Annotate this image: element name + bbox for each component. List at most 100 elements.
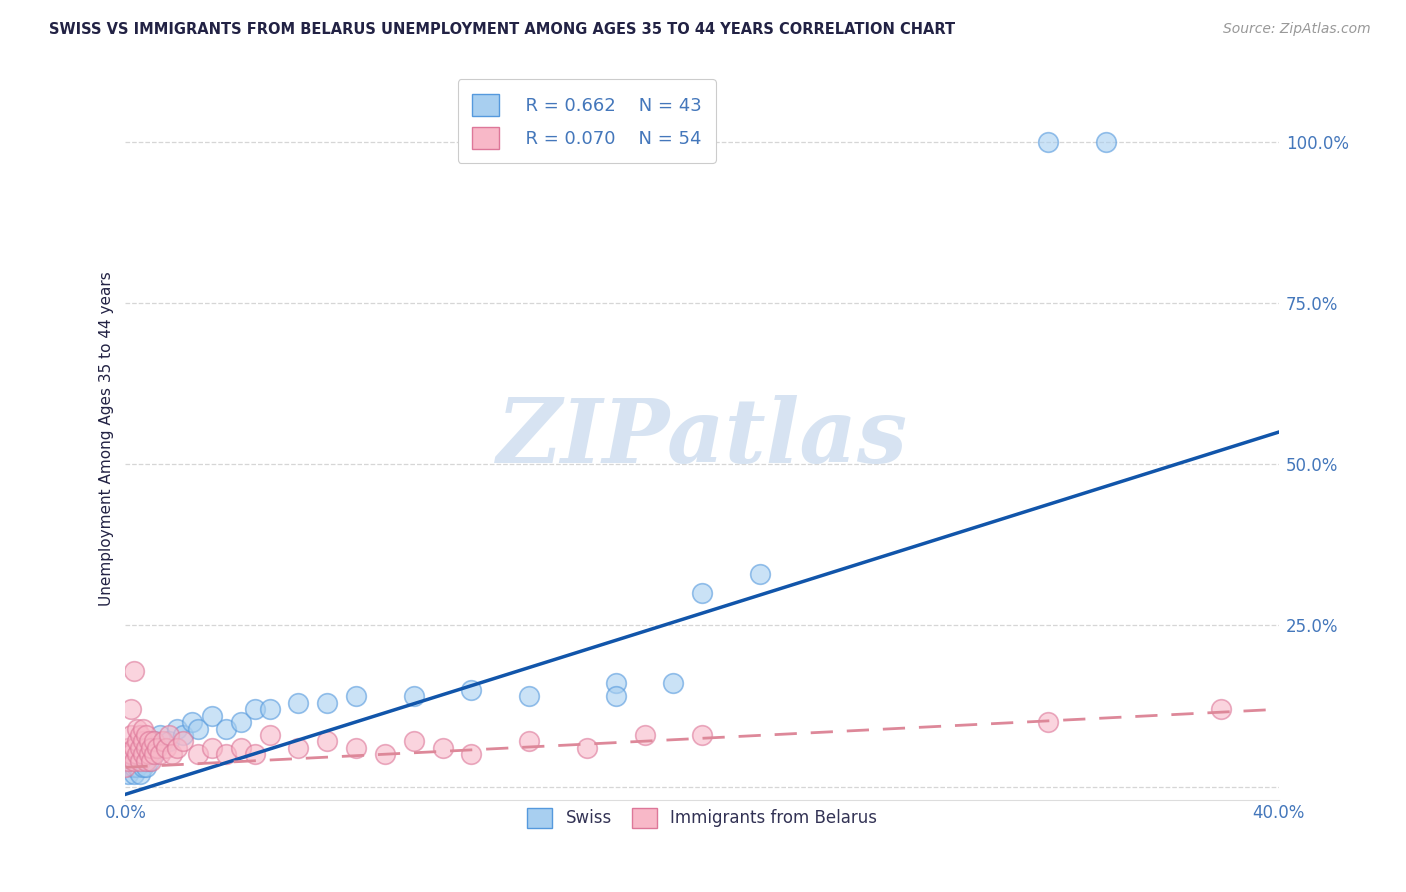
Point xyxy=(128,728,150,742)
Point xyxy=(135,754,157,768)
Point xyxy=(132,734,155,748)
Point xyxy=(605,676,627,690)
Point xyxy=(402,690,425,704)
Point xyxy=(149,747,172,762)
Point xyxy=(125,754,148,768)
Point xyxy=(662,676,685,690)
Point xyxy=(125,734,148,748)
Point xyxy=(132,747,155,762)
Point xyxy=(316,696,339,710)
Point xyxy=(135,754,157,768)
Text: SWISS VS IMMIGRANTS FROM BELARUS UNEMPLOYMENT AMONG AGES 35 TO 44 YEARS CORRELAT: SWISS VS IMMIGRANTS FROM BELARUS UNEMPLO… xyxy=(49,22,955,37)
Point xyxy=(135,760,157,774)
Point xyxy=(460,682,482,697)
Point xyxy=(160,747,183,762)
Point xyxy=(172,728,194,742)
Point xyxy=(141,754,163,768)
Point xyxy=(748,566,770,581)
Point xyxy=(187,747,209,762)
Legend: Swiss, Immigrants from Belarus: Swiss, Immigrants from Belarus xyxy=(520,801,884,835)
Point xyxy=(120,747,142,762)
Point xyxy=(125,760,148,774)
Point xyxy=(259,702,281,716)
Point xyxy=(215,747,238,762)
Point xyxy=(229,741,252,756)
Point xyxy=(517,690,540,704)
Point xyxy=(143,747,166,762)
Point xyxy=(157,728,180,742)
Point xyxy=(149,728,172,742)
Point xyxy=(155,741,177,756)
Point xyxy=(690,586,713,600)
Point xyxy=(215,722,238,736)
Point xyxy=(201,708,224,723)
Point xyxy=(141,741,163,756)
Point xyxy=(460,747,482,762)
Point xyxy=(132,760,155,774)
Point xyxy=(143,734,166,748)
Text: Source: ZipAtlas.com: Source: ZipAtlas.com xyxy=(1223,22,1371,37)
Point xyxy=(114,760,136,774)
Point xyxy=(166,741,188,756)
Point xyxy=(122,766,145,780)
Point xyxy=(245,702,267,716)
Point xyxy=(344,741,367,756)
Point xyxy=(374,747,396,762)
Point xyxy=(132,747,155,762)
Point xyxy=(1095,135,1118,149)
Point xyxy=(172,734,194,748)
Point xyxy=(128,741,150,756)
Point xyxy=(690,728,713,742)
Point xyxy=(120,760,142,774)
Point xyxy=(128,754,150,768)
Point xyxy=(125,747,148,762)
Point xyxy=(287,741,309,756)
Point xyxy=(122,760,145,774)
Point xyxy=(432,741,454,756)
Point xyxy=(117,766,139,780)
Point xyxy=(152,734,174,748)
Point xyxy=(146,741,169,756)
Point xyxy=(138,747,160,762)
Point xyxy=(259,728,281,742)
Point xyxy=(287,696,309,710)
Point xyxy=(166,722,188,736)
Point xyxy=(245,747,267,762)
Point xyxy=(1211,702,1233,716)
Point xyxy=(125,722,148,736)
Point xyxy=(1038,135,1060,149)
Point xyxy=(180,715,202,730)
Point xyxy=(120,728,142,742)
Point xyxy=(146,741,169,756)
Point xyxy=(120,702,142,716)
Point xyxy=(132,722,155,736)
Point xyxy=(128,766,150,780)
Point xyxy=(138,747,160,762)
Y-axis label: Unemployment Among Ages 35 to 44 years: Unemployment Among Ages 35 to 44 years xyxy=(100,271,114,606)
Point xyxy=(138,734,160,748)
Point xyxy=(122,664,145,678)
Point xyxy=(344,690,367,704)
Point xyxy=(135,728,157,742)
Point xyxy=(117,741,139,756)
Point xyxy=(201,741,224,756)
Point xyxy=(143,734,166,748)
Point xyxy=(187,722,209,736)
Point xyxy=(316,734,339,748)
Point xyxy=(517,734,540,748)
Point xyxy=(141,741,163,756)
Point xyxy=(633,728,655,742)
Point xyxy=(402,734,425,748)
Point xyxy=(1038,715,1060,730)
Point xyxy=(122,754,145,768)
Point xyxy=(138,754,160,768)
Text: ZIPatlas: ZIPatlas xyxy=(496,395,908,482)
Point xyxy=(120,754,142,768)
Point xyxy=(117,754,139,768)
Point xyxy=(135,741,157,756)
Point xyxy=(122,741,145,756)
Point xyxy=(229,715,252,730)
Point xyxy=(157,734,180,748)
Point xyxy=(605,690,627,704)
Point xyxy=(575,741,598,756)
